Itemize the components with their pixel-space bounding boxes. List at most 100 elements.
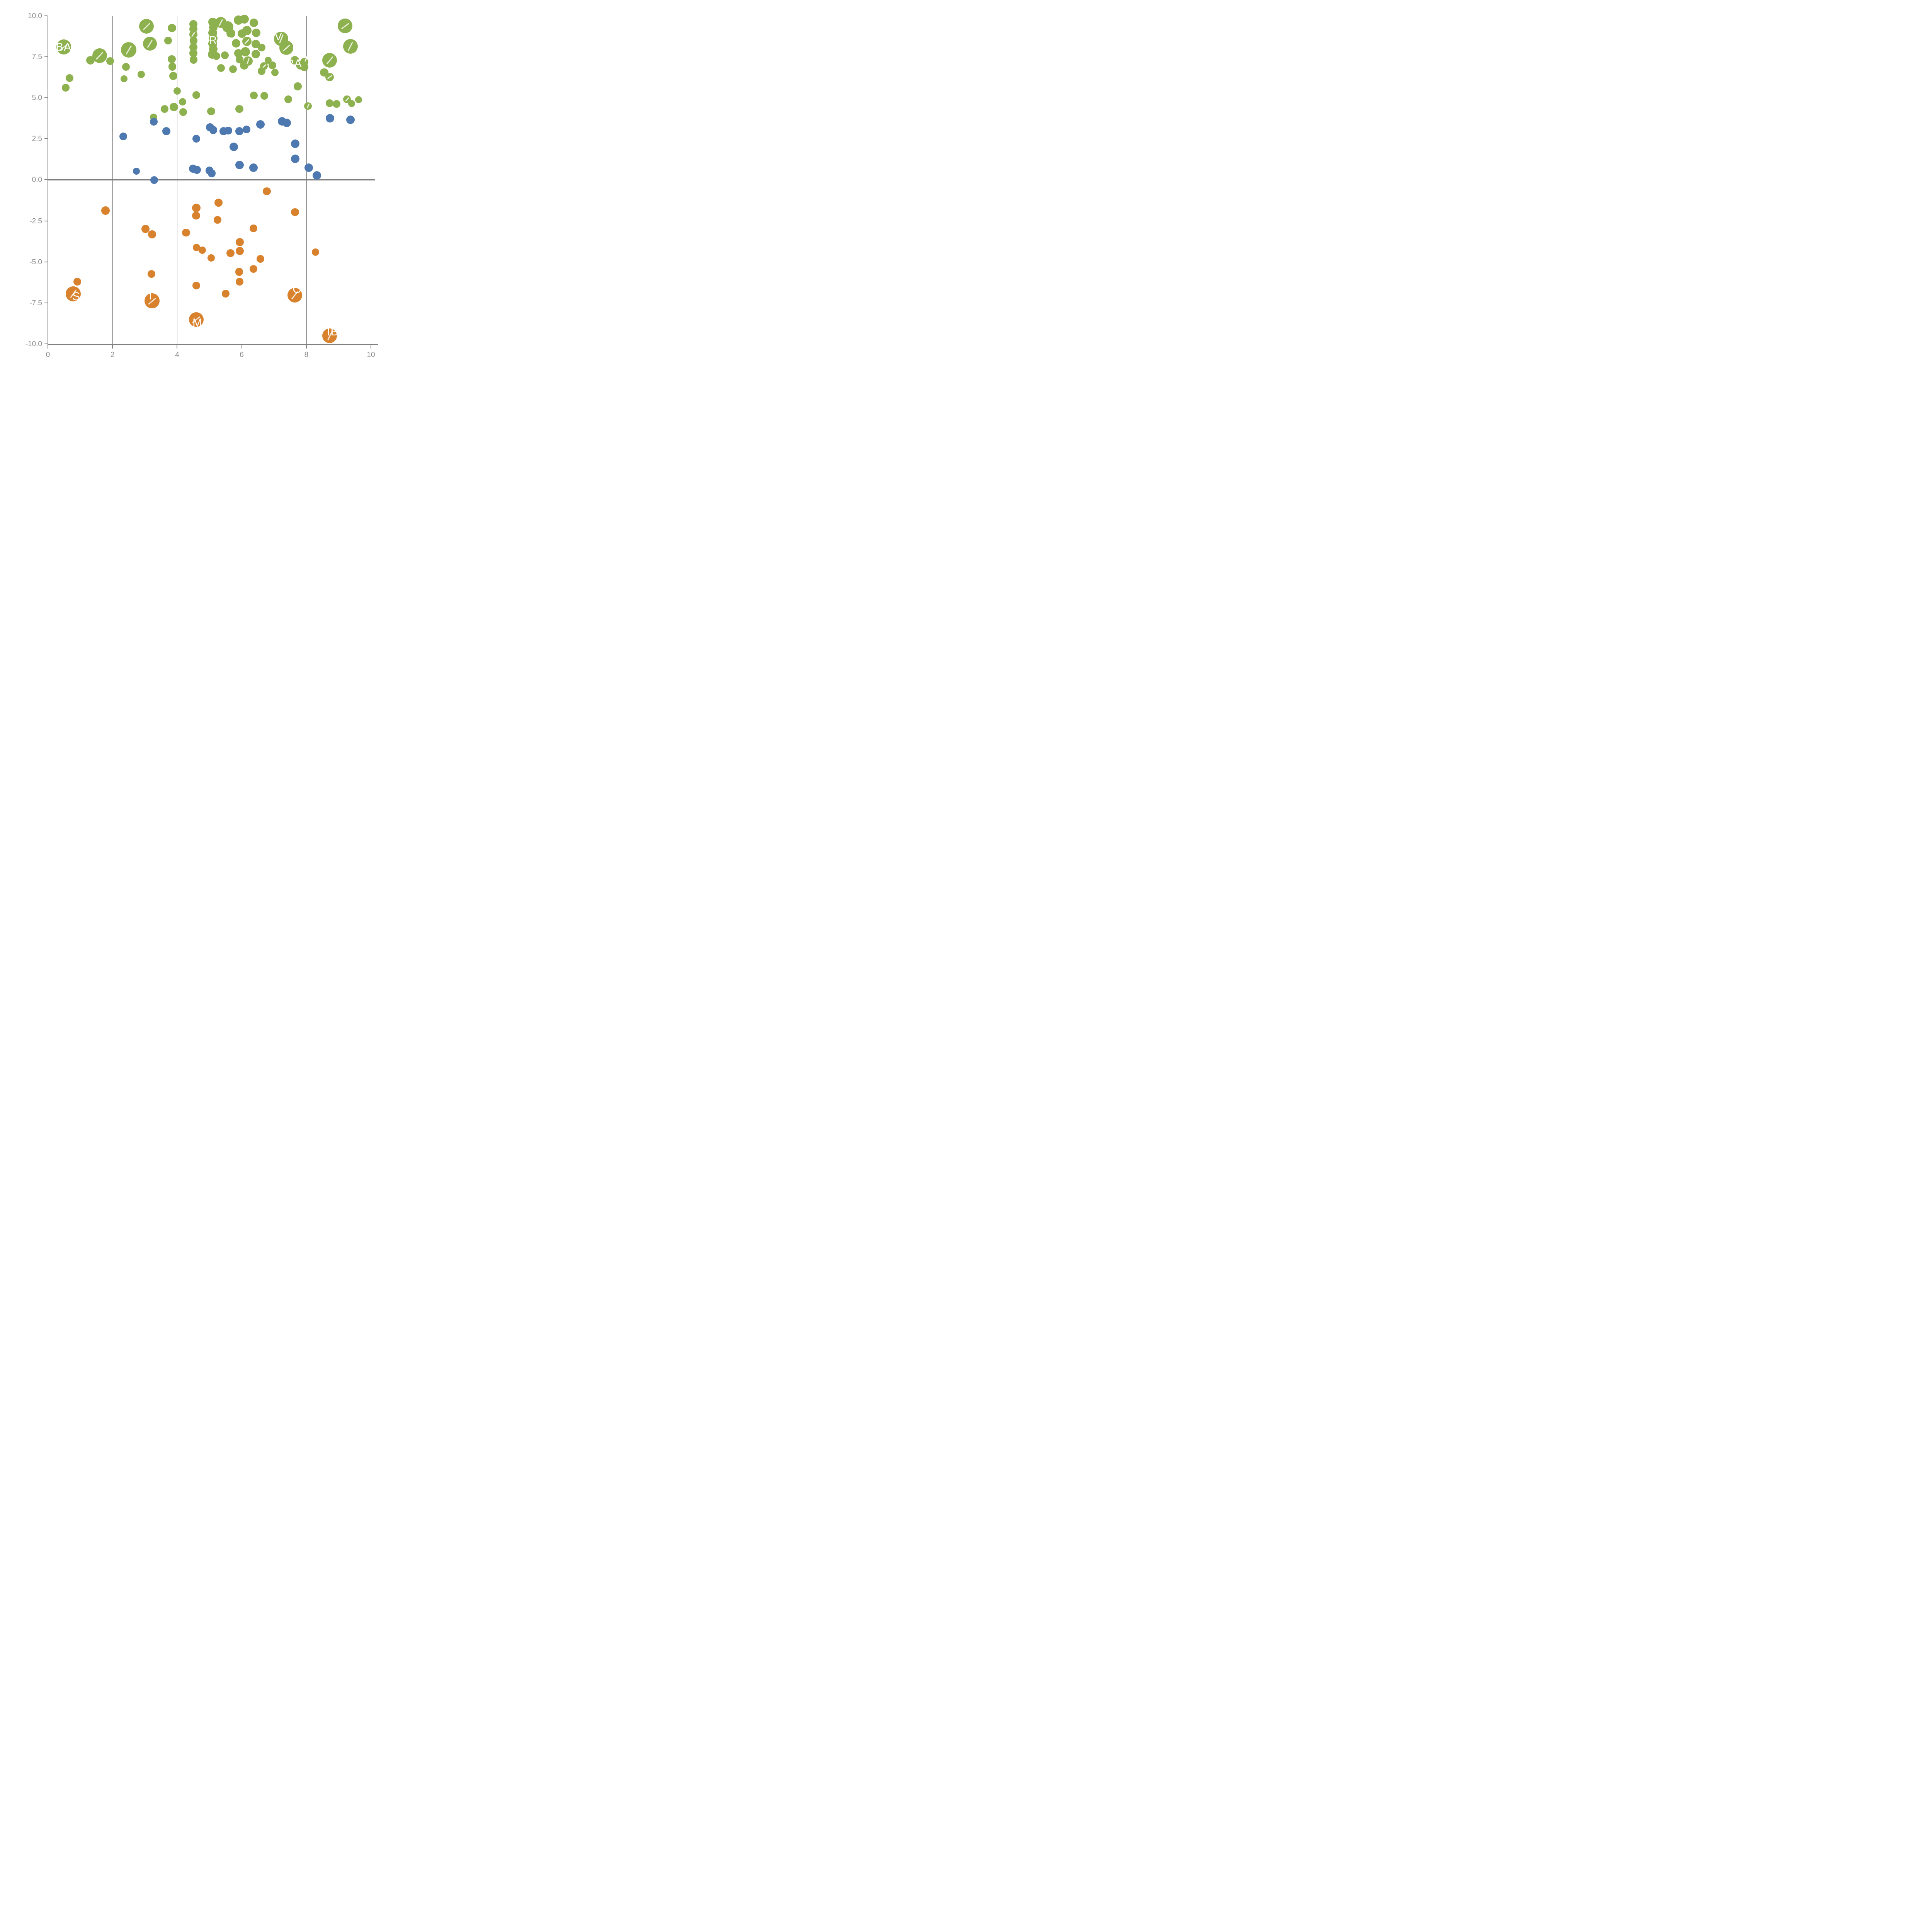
green-bubble — [257, 67, 265, 75]
green-bubble — [269, 61, 276, 69]
x-axis-tick — [306, 345, 307, 349]
blue-bubble — [249, 163, 258, 172]
y-tick-label: 10.0 — [28, 12, 42, 20]
green-bubble — [168, 24, 176, 32]
label-leader-line — [191, 32, 196, 37]
label-leader-line — [347, 42, 353, 51]
orange-bubble — [249, 224, 257, 232]
green-bubble — [271, 69, 279, 77]
label-leader-line — [96, 52, 104, 60]
blue-bubble — [235, 161, 244, 170]
orange-bubble — [257, 255, 265, 263]
y-tick-label: 0.0 — [32, 176, 42, 184]
y-axis-tick — [44, 179, 48, 180]
green-bubble — [326, 99, 333, 107]
green-bubble — [189, 43, 197, 51]
green-bubble — [325, 73, 334, 82]
blue-bubble — [150, 176, 158, 184]
x-tick-label: 4 — [175, 350, 179, 359]
green-bubble — [343, 39, 358, 54]
orange-bubble — [213, 216, 222, 224]
green-bubble — [160, 105, 168, 113]
label-leader-line — [326, 56, 333, 65]
orange-bubble — [141, 224, 150, 233]
orange-bubble — [226, 249, 235, 257]
green-bubble — [217, 64, 225, 72]
green-bubble — [221, 51, 229, 60]
green-bubble — [168, 63, 177, 71]
orange-bubble — [214, 199, 223, 207]
green-bubble — [207, 107, 215, 116]
orange-bubble — [73, 278, 82, 286]
green-bubble — [169, 71, 177, 80]
green-bubble — [242, 37, 252, 46]
orange-bubble — [311, 248, 319, 256]
y-axis-tick — [44, 138, 48, 139]
orange-bubble — [189, 312, 204, 327]
orange-bubble — [235, 278, 243, 286]
orange-bubble — [207, 254, 215, 262]
bubble-label: RA — [286, 57, 302, 70]
y-tick-label: -10.0 — [25, 340, 42, 348]
y-tick-label: 5.0 — [32, 94, 42, 102]
x-tick-label: 8 — [304, 350, 309, 359]
green-bubble — [212, 52, 220, 60]
label-leader-line — [143, 22, 150, 31]
y-tick-label: -5.0 — [29, 258, 42, 266]
y-axis-tick — [44, 97, 48, 99]
blue-bubble — [346, 115, 355, 124]
green-bubble — [338, 19, 353, 34]
green-bubble — [189, 37, 198, 45]
y-tick-label: 7.5 — [32, 53, 42, 61]
orange-bubble — [148, 230, 156, 239]
blue-bubble — [193, 166, 201, 174]
bubble-label: IB — [327, 325, 339, 338]
green-bubble — [232, 39, 241, 48]
y-axis-tick — [44, 56, 48, 58]
label-leader-line — [345, 97, 349, 102]
blue-bubble — [325, 114, 334, 123]
zero-baseline — [48, 179, 375, 181]
green-bubble — [251, 50, 260, 59]
bubble-label: A — [304, 52, 312, 64]
green-bubble — [249, 18, 258, 27]
label-leader-line — [306, 104, 310, 109]
green-bubble — [122, 63, 130, 71]
bubble-label: T — [147, 289, 154, 302]
orange-bubble — [235, 268, 243, 276]
green-bubble — [293, 82, 302, 90]
y-tick-label: -7.5 — [29, 299, 42, 307]
green-bubble — [167, 55, 176, 63]
green-bubble — [304, 102, 312, 110]
green-bubble — [62, 83, 70, 92]
blue-bubble — [133, 168, 140, 175]
blue-bubble — [291, 139, 300, 148]
label-leader-line — [147, 39, 153, 48]
green-bubble — [121, 42, 136, 58]
blue-bubble — [207, 169, 216, 177]
green-bubble — [106, 57, 114, 65]
orange-bubble — [236, 238, 244, 246]
green-bubble — [92, 48, 107, 63]
green-bubble — [173, 87, 181, 95]
green-bubble — [355, 96, 362, 104]
bubble-label: RE — [209, 34, 225, 46]
orange-bubble — [144, 293, 160, 308]
blue-bubble — [242, 125, 251, 134]
label-leader-line — [327, 75, 332, 79]
green-bubble — [240, 15, 249, 24]
green-bubble — [332, 100, 340, 108]
green-bubble — [56, 39, 71, 54]
green-bubble — [240, 47, 250, 56]
x-axis-tick — [112, 345, 113, 349]
x-axis-spine — [48, 344, 378, 345]
orange-bubble — [287, 287, 302, 303]
bubble-label: O — [293, 282, 302, 296]
bubble-label: BA — [56, 41, 72, 53]
green-bubble — [279, 41, 294, 55]
orange-bubble — [182, 228, 190, 237]
green-bubble — [229, 65, 237, 73]
green-bubble — [121, 75, 128, 83]
scatter-chart-page: 10.0 7.5 5.0 2.5 0.0 -2.5 -5.0 -7.5 -10.0 0 2 4 6 8 10… — [0, 0, 386, 386]
blue-bubble — [304, 163, 313, 172]
